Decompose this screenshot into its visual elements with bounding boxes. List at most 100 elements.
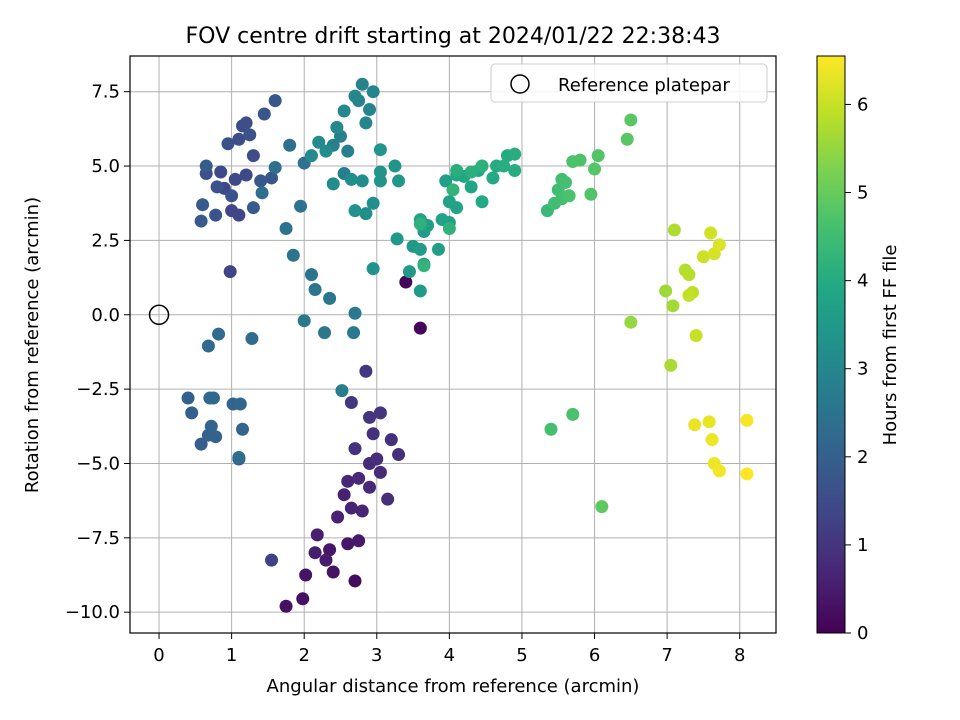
data-point (712, 464, 726, 478)
data-point (666, 299, 680, 313)
data-point (214, 165, 228, 179)
data-point (304, 268, 318, 282)
data-point (331, 510, 345, 524)
data-point (388, 159, 402, 173)
data-point (390, 232, 404, 246)
data-point (223, 265, 237, 279)
data-point (255, 186, 269, 200)
data-point (194, 437, 208, 451)
y-axis-ticks: −10.0 −7.5 −5.0 −2.5 0.0 2.5 5.0 7.5 (65, 82, 130, 623)
data-point (740, 413, 754, 427)
data-point (286, 248, 300, 262)
data-point (228, 172, 242, 186)
data-point (279, 222, 293, 236)
x-tick-label: 2 (298, 645, 309, 666)
data-point (624, 113, 638, 127)
data-point (355, 504, 369, 518)
colorbar-tick-label: 0 (857, 623, 868, 644)
data-point (544, 422, 558, 436)
data-point (363, 480, 377, 494)
data-point (359, 116, 373, 130)
data-point (232, 451, 246, 465)
data-point (562, 189, 576, 203)
data-point (413, 217, 427, 231)
data-point (268, 94, 282, 108)
data-point (705, 433, 719, 447)
data-point (299, 568, 313, 582)
data-point (712, 238, 726, 252)
data-point (239, 116, 253, 130)
data-point (667, 223, 681, 237)
data-point (185, 406, 199, 420)
data-point (335, 384, 349, 398)
data-point (201, 339, 215, 353)
data-point (688, 418, 702, 432)
data-point (366, 262, 380, 276)
data-point (348, 442, 362, 456)
data-point (326, 177, 340, 191)
data-point (413, 284, 427, 298)
data-point (243, 128, 257, 142)
colorbar-ticks: 0 1 2 3 4 5 6 (845, 94, 868, 644)
x-tick-label: 7 (661, 645, 672, 666)
data-point (373, 143, 387, 157)
legend-box (490, 63, 768, 103)
x-tick-label: 5 (516, 645, 527, 666)
data-point (704, 226, 718, 240)
data-point (399, 275, 413, 289)
data-point (359, 364, 373, 378)
data-point (352, 534, 366, 548)
data-point (348, 89, 362, 103)
data-point (221, 137, 235, 151)
data-point (624, 315, 638, 329)
y-tick-label: 0.0 (91, 305, 120, 326)
data-point (326, 565, 340, 579)
data-point (508, 164, 522, 178)
data-point (373, 465, 387, 479)
data-point (318, 326, 332, 340)
data-point (373, 406, 387, 420)
data-point (319, 553, 333, 567)
data-point (664, 358, 678, 372)
data-point (355, 174, 369, 188)
x-tick-label: 8 (734, 645, 745, 666)
data-point (239, 168, 253, 182)
data-point (689, 329, 703, 343)
data-point (225, 189, 239, 203)
data-point (196, 198, 210, 212)
x-tick-label: 1 (226, 645, 237, 666)
data-point (442, 222, 456, 236)
data-point (203, 391, 217, 405)
data-point (265, 553, 279, 567)
data-points (148, 77, 754, 613)
data-point (595, 500, 609, 514)
data-point (573, 153, 587, 167)
legend-marker-open-circle (510, 74, 530, 94)
data-point (312, 135, 326, 149)
data-point (337, 488, 351, 502)
data-point (236, 422, 250, 436)
data-point (682, 288, 696, 302)
data-point (475, 195, 489, 209)
data-point (308, 282, 322, 296)
colorbar-tick-label: 5 (857, 183, 868, 204)
reference-platepar-marker (148, 304, 170, 326)
data-point (417, 259, 431, 273)
colorbar-gradient (816, 55, 846, 634)
data-point (344, 395, 358, 409)
data-point (588, 162, 602, 176)
data-point (268, 161, 282, 175)
data-point (304, 149, 318, 163)
data-point (204, 419, 218, 433)
data-point (486, 171, 500, 185)
data-point (475, 159, 489, 173)
data-point (257, 107, 271, 121)
data-point (323, 543, 337, 557)
y-axis-label: Rotation from reference (arcmin) (22, 197, 43, 493)
data-point (497, 159, 511, 173)
colorbar: 0 1 2 3 4 5 6 Hours from first FF file (816, 55, 901, 644)
data-point (435, 213, 449, 227)
data-point (341, 144, 355, 158)
data-point (566, 407, 580, 421)
